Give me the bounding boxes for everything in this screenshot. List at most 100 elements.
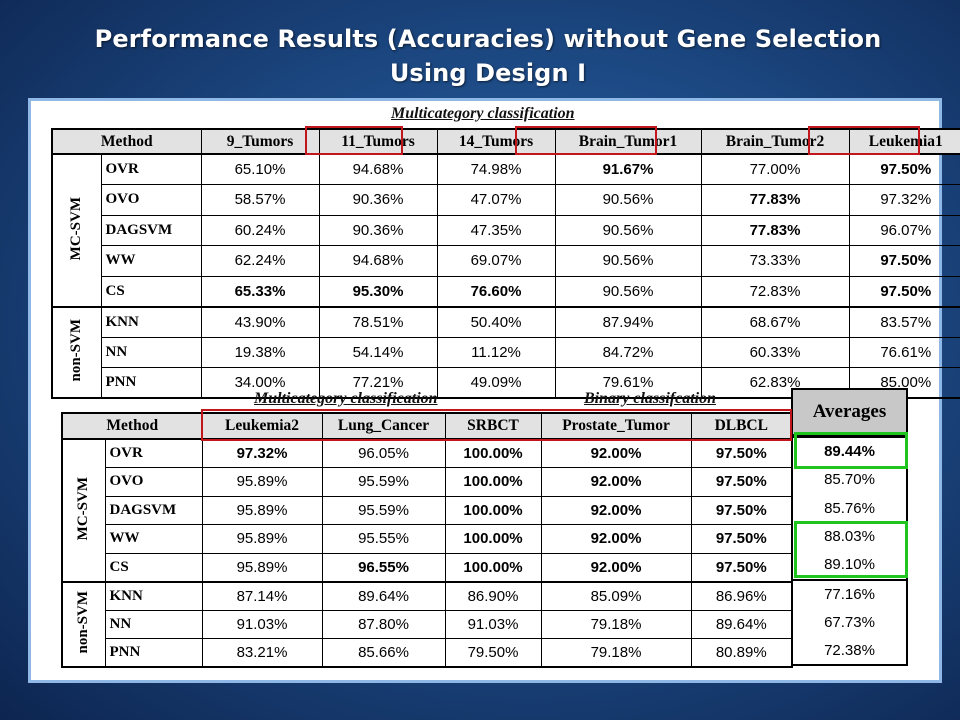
group-label: MC-SVM	[75, 476, 92, 540]
method-name: NN	[100, 336, 202, 368]
method-name: DAGSVM	[100, 214, 202, 246]
value-cell: 95.89%	[201, 552, 323, 582]
column-header-11-tumors: 11_Tumors	[318, 128, 438, 155]
value-cell: 97.50%	[690, 495, 793, 525]
value-cell: 100.00%	[444, 552, 542, 582]
average-value: 77.16%	[791, 578, 908, 608]
value-cell: 87.14%	[201, 580, 323, 611]
group-label-cell: non-SVM	[61, 580, 106, 668]
value-cell: 89.64%	[690, 609, 793, 639]
method-name: KNN	[104, 580, 203, 611]
value-cell: 91.03%	[444, 609, 542, 639]
value-cell: 79.18%	[540, 638, 692, 668]
value-cell: 97.50%	[690, 524, 793, 554]
value-cell: 95.89%	[201, 524, 323, 554]
group-label-cell: MC-SVM	[51, 153, 102, 307]
column-header-14-tumors: 14_Tumors	[436, 128, 556, 155]
value-cell: 96.55%	[321, 552, 446, 582]
table-row: DAGSVM 60.24% 90.36% 47.35% 90.56% 77.83% 96.0…	[52, 214, 960, 246]
value-cell: 92.00%	[540, 552, 692, 582]
value-cell: 92.00%	[540, 524, 692, 554]
table-row: NN 91.03% 87.80% 91.03% 79.18% 89.64%	[62, 609, 793, 639]
value-cell: 49.09%	[436, 367, 556, 399]
method-name: WW	[104, 524, 203, 554]
value-cell: 77.83%	[700, 214, 850, 246]
column-header-9-tumors: 9_Tumors	[200, 128, 320, 155]
average-value: 85.70%	[791, 465, 908, 494]
method-name: DAGSVM	[104, 495, 203, 525]
average-row: 77.16%	[791, 578, 908, 608]
value-cell: 97.50%	[690, 552, 793, 582]
value-cell: 78.51%	[318, 305, 438, 338]
value-cell: 97.50%	[848, 275, 960, 307]
table-row: PNN 83.21% 85.66% 79.50% 79.18% 80.89%	[62, 638, 793, 668]
value-cell: 94.68%	[318, 245, 438, 277]
group-label-cell: non-SVM	[51, 305, 102, 399]
value-cell: 91.03%	[201, 609, 323, 639]
method-header: Method	[61, 412, 203, 440]
table-row: OVO 95.89% 95.59% 100.00% 92.00% 97.50%	[62, 467, 793, 497]
value-cell: 91.67%	[554, 153, 702, 185]
column-header-leukemia1: Leukemia1	[848, 128, 960, 155]
average-value: 88.03%	[791, 522, 908, 551]
slide-title-line1: Performance Results (Accuracies) without…	[94, 25, 882, 53]
method-name: WW	[100, 245, 202, 277]
averages-header: Averages	[791, 388, 908, 436]
value-cell: 65.33%	[200, 275, 320, 307]
value-cell: 74.98%	[436, 153, 556, 185]
average-row: 89.10%	[791, 551, 908, 580]
method-name: PNN	[100, 367, 202, 399]
header-row: Method Leukemia2 Lung_Cancer SRBCT Prostate_…	[61, 412, 793, 440]
group-label: non-SVM	[68, 318, 85, 382]
value-cell: 62.24%	[200, 245, 320, 277]
group-label-cell: MC-SVM	[61, 438, 106, 582]
column-header-prostate-tumor: Prostate_Tumor	[540, 412, 692, 440]
averages-table: 89.44% 85.70% 85.76% 88.03% 89.10% 77.16% 67.7…	[791, 436, 908, 666]
table-row: NN 19.38% 54.14% 11.12% 84.72% 60.33% 76.61%	[52, 336, 960, 368]
method-name: OVR	[104, 438, 203, 468]
value-cell: 100.00%	[444, 495, 542, 525]
value-cell: 97.32%	[201, 438, 323, 468]
value-cell: 92.00%	[540, 495, 692, 525]
table-row: CS 65.33% 95.30% 76.60% 90.56% 72.83% 97.50%	[52, 275, 960, 307]
average-value: 67.73%	[791, 608, 908, 637]
value-cell: 90.56%	[554, 184, 702, 216]
table-row: non-SVM KNN 43.90% 78.51% 50.40% 87.94% 68.67%…	[51, 305, 960, 399]
average-value: 89.10%	[791, 551, 908, 580]
value-cell: 86.96%	[690, 580, 793, 611]
method-name: CS	[104, 552, 203, 582]
value-cell: 100.00%	[444, 524, 542, 554]
value-cell: 79.18%	[540, 609, 692, 639]
value-cell: 58.57%	[200, 184, 320, 216]
average-row: 85.76%	[791, 494, 908, 523]
value-cell: 47.35%	[436, 214, 556, 246]
value-cell: 92.00%	[540, 438, 692, 468]
value-cell: 77.83%	[700, 184, 850, 216]
value-cell: 90.56%	[554, 245, 702, 277]
value-cell: 60.33%	[700, 336, 850, 368]
value-cell: 96.05%	[321, 438, 446, 468]
value-cell: 54.14%	[318, 336, 438, 368]
value-cell: 68.67%	[700, 305, 850, 338]
column-header-brain-tumor1: Brain_Tumor1	[554, 128, 702, 155]
results-panel: Multicategory classification Method 9_Tum…	[28, 98, 960, 683]
value-cell: 90.36%	[318, 214, 438, 246]
average-value: 72.38%	[791, 636, 908, 665]
column-header-brain-tumor2: Brain_Tumor2	[700, 128, 850, 155]
value-cell: 80.89%	[690, 638, 793, 668]
average-row: 67.73%	[791, 608, 908, 637]
value-cell: 83.57%	[848, 305, 960, 338]
header-row: Method 9_Tumors 11_Tumors 14_Tumors Brain_Tu…	[51, 128, 960, 155]
value-cell: 73.33%	[700, 245, 850, 277]
value-cell: 87.94%	[554, 305, 702, 338]
value-cell: 85.09%	[540, 580, 692, 611]
value-cell: 19.38%	[200, 336, 320, 368]
table-row: MC-SVM OVR 97.32% 96.05% 100.00% 92.00% 97.50%	[61, 438, 793, 582]
average-row: 72.38%	[791, 636, 908, 665]
bottom-results-table: Method Leukemia2 Lung_Cancer SRBCT Prostate_…	[61, 412, 794, 668]
value-cell: 95.30%	[318, 275, 438, 307]
value-cell: 79.50%	[444, 638, 542, 668]
table-row: WW 95.89% 95.55% 100.00% 92.00% 97.50%	[62, 524, 793, 554]
value-cell: 95.89%	[201, 467, 323, 497]
method-name: KNN	[100, 305, 202, 338]
